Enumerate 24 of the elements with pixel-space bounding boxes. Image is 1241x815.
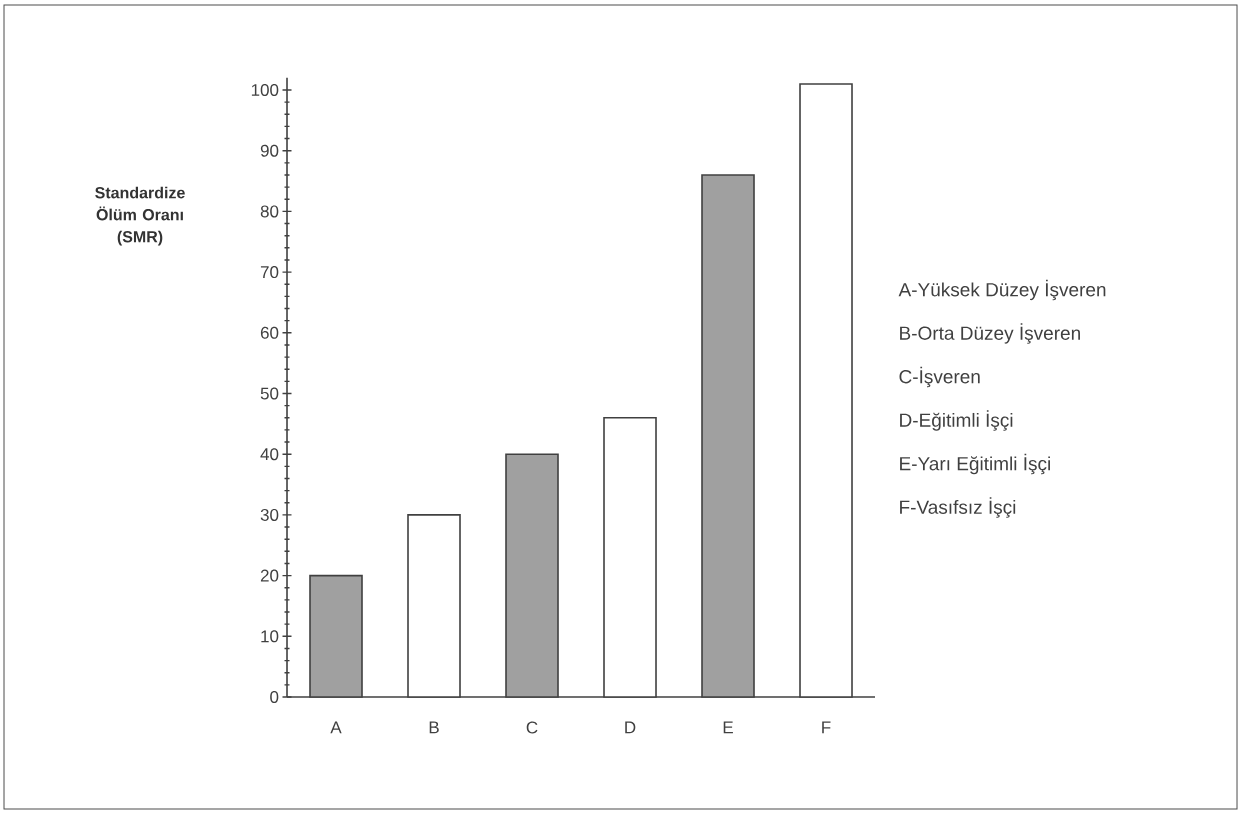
x-tick-label: E xyxy=(723,721,733,734)
text: D-Eğitimli İşçi xyxy=(900,410,1013,431)
x-tick-label: A xyxy=(330,721,342,734)
y-tick-label: 90 xyxy=(260,144,279,157)
y-tick-label: 0 xyxy=(270,690,279,704)
text: B-Orta Düzey İşveren xyxy=(900,323,1080,344)
y-tick-label: 70 xyxy=(260,266,279,279)
y-tick-label: 80 xyxy=(260,205,279,218)
text: C-İşveren xyxy=(899,366,980,388)
y-tick-label: 30 xyxy=(260,508,279,521)
y-tick-label: 60 xyxy=(260,326,279,339)
y-tick-label: 10 xyxy=(261,630,279,643)
x-tick-label: B xyxy=(429,721,439,734)
y-tick-label: 40 xyxy=(260,448,279,461)
x-tick-label: F xyxy=(822,721,831,734)
y-tick-label: 100 xyxy=(251,83,279,97)
text: E-Yarı Eğitimli İşçi xyxy=(900,453,1050,475)
text: A-Yüksek Düzey İşveren xyxy=(898,279,1106,301)
y-tick-label: 50 xyxy=(260,387,279,400)
x-tick-label: C xyxy=(526,721,538,734)
text: F-Vasıfsız İşçi xyxy=(900,497,1016,518)
x-tick-label: D xyxy=(625,721,636,734)
y-axis-title: Standardize Ölüm Oranı (SMR) xyxy=(95,186,185,246)
y-tick-label: 20 xyxy=(260,569,279,582)
